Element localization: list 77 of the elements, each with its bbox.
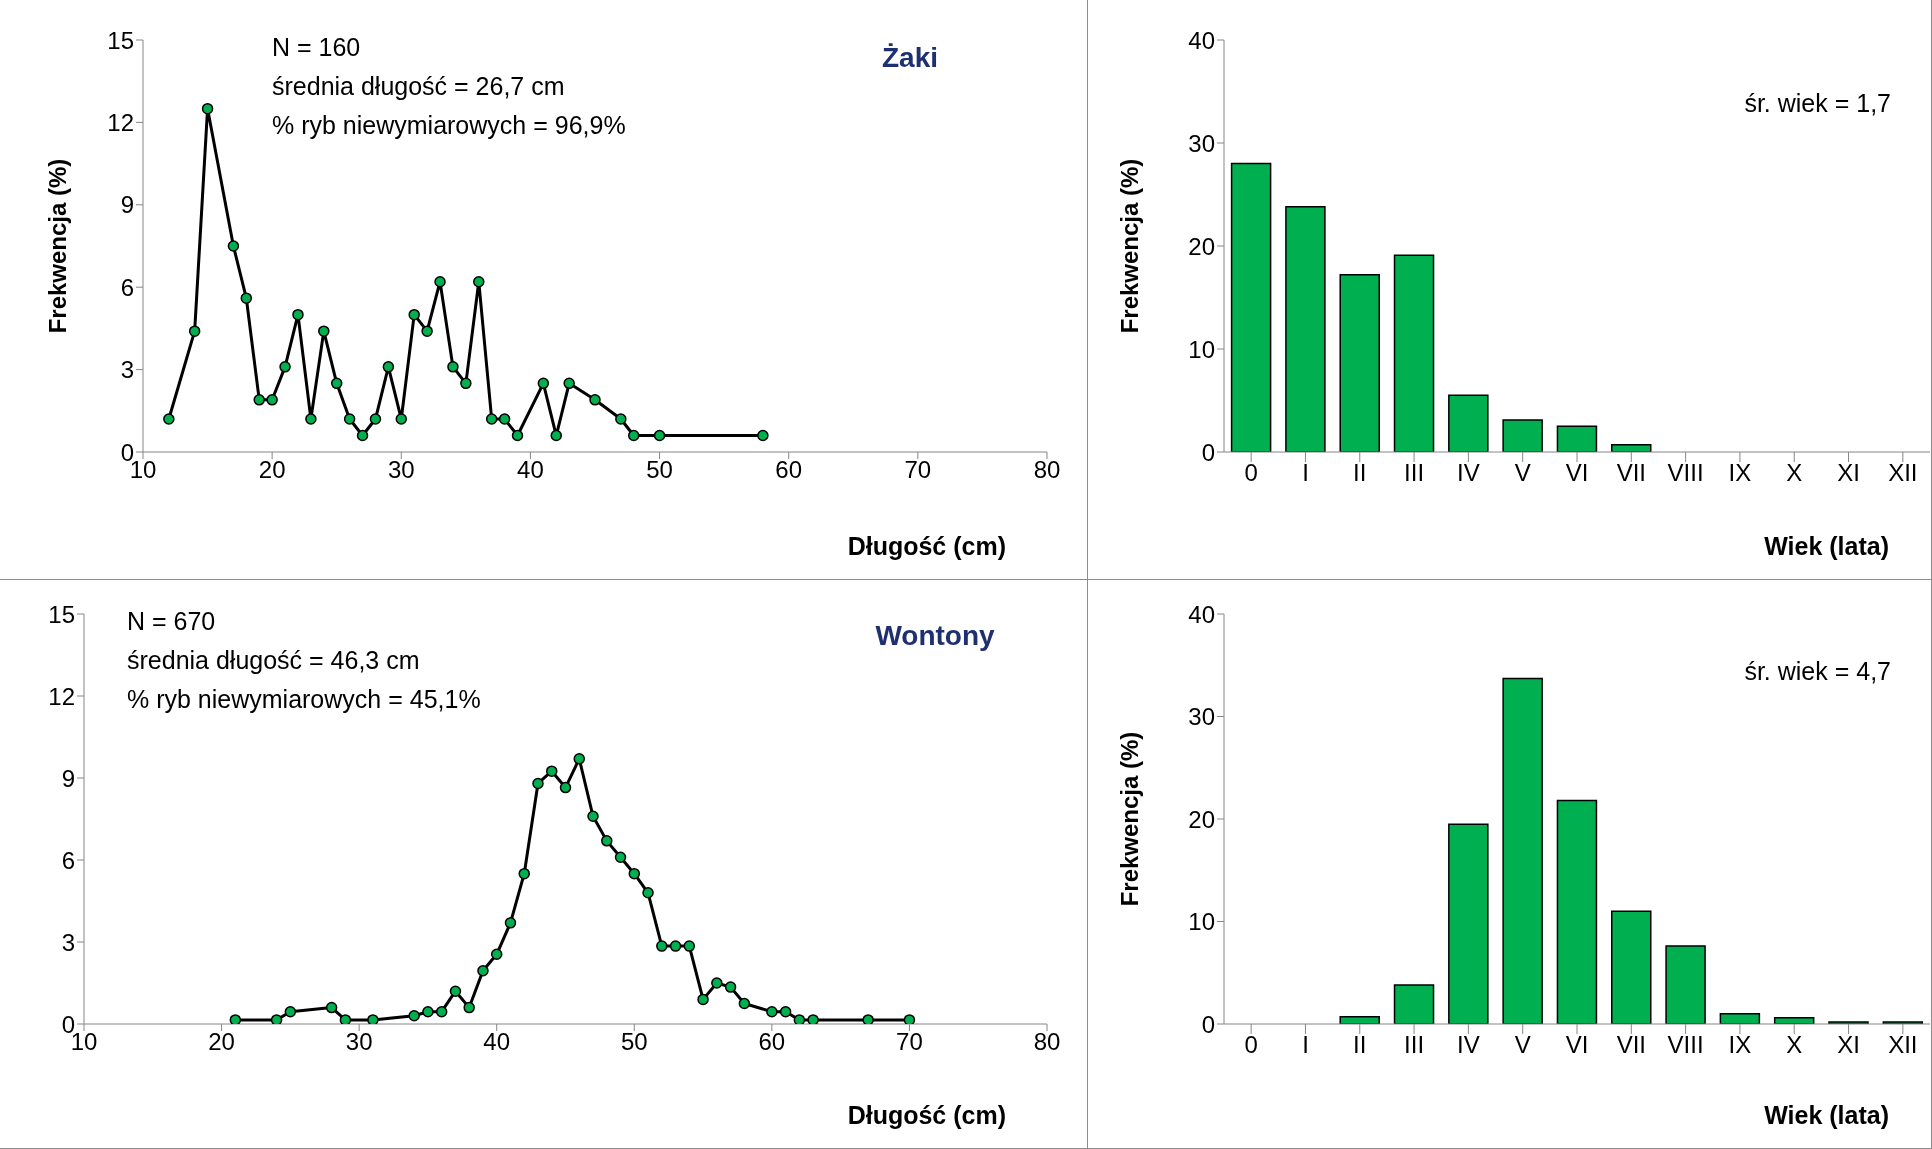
y-tick-label: 6: [120, 273, 134, 301]
y-tick-label: 40: [1188, 26, 1215, 54]
annotation: % ryb niewymiarowych = 96,9%: [272, 110, 626, 141]
x-axis-title: Wiek (lata): [1764, 1101, 1889, 1130]
y-axis-title: Frekwencja (%): [1116, 731, 1144, 907]
x-tick-label: VI: [1565, 1031, 1589, 1059]
x-tick-label: 60: [775, 456, 803, 484]
x-tick-label: 80: [1033, 456, 1061, 484]
x-axis-title: Długość (cm): [847, 1101, 1006, 1130]
y-axis-title: Frekwencja (%): [1116, 158, 1144, 334]
y-tick-label: 20: [1188, 232, 1215, 260]
y-tick-label: 10: [1188, 335, 1215, 363]
x-tick-label: IX: [1728, 459, 1752, 487]
y-tick-label: 3: [61, 928, 75, 956]
x-tick-label: V: [1514, 1031, 1531, 1059]
annotation: N = 670: [127, 606, 217, 637]
x-tick-label: 40: [483, 1028, 511, 1056]
x-tick-label: VIII: [1667, 459, 1704, 487]
annotation: średnia długość = 26,7 cm: [272, 71, 566, 102]
x-axis-title: Wiek (lata): [1764, 532, 1889, 561]
x-tick-label: 60: [758, 1028, 786, 1056]
annotation: % ryb niewymiarowych = 45,1%: [127, 684, 481, 715]
x-tick-label: X: [1786, 1031, 1803, 1059]
annotation: średnia długość = 46,3 cm: [127, 645, 421, 676]
x-tick-label: 70: [896, 1028, 923, 1056]
chart-title: Wontony: [875, 620, 995, 652]
x-tick-label: II: [1353, 459, 1367, 487]
x-tick-label: XII: [1888, 1031, 1918, 1059]
y-tick-label: 3: [120, 356, 134, 384]
x-tick-label: XI: [1837, 459, 1860, 487]
x-tick-label: IX: [1728, 1031, 1752, 1059]
x-tick-label: IV: [1457, 1031, 1480, 1059]
x-tick-label: II: [1353, 1031, 1367, 1059]
x-tick-label: 30: [387, 456, 415, 484]
chart-title: Żaki: [881, 42, 939, 74]
x-tick-label: III: [1404, 1031, 1425, 1059]
y-tick-label: 9: [61, 764, 75, 792]
y-tick-label: 40: [1188, 600, 1215, 628]
x-tick-label: V: [1514, 459, 1531, 487]
y-tick-label: 9: [120, 191, 134, 219]
y-axis-title: Frekwencja (%): [44, 158, 72, 334]
x-tick-label: X: [1786, 459, 1803, 487]
x-tick-label: 40: [517, 456, 544, 484]
y-tick-label: 12: [107, 108, 134, 136]
y-tick-label: 30: [1188, 703, 1215, 731]
x-tick-label: VI: [1565, 459, 1589, 487]
x-tick-label: III: [1404, 459, 1425, 487]
y-tick-label: 30: [1188, 129, 1215, 157]
annotation: śr. wiek = 4,7: [1744, 656, 1891, 687]
x-tick-label: VII: [1616, 1031, 1646, 1059]
annotation: N = 160: [272, 32, 362, 63]
x-tick-label: IV: [1457, 459, 1480, 487]
x-tick-label: 0: [1244, 459, 1258, 487]
y-tick-label: 15: [107, 26, 134, 54]
y-tick-label: 0: [1201, 438, 1215, 466]
x-tick-label: 80: [1033, 1028, 1061, 1056]
y-tick-label: 10: [1188, 908, 1215, 936]
x-tick-label: 50: [646, 456, 673, 484]
x-tick-label: XI: [1837, 1031, 1860, 1059]
y-tick-label: 0: [1201, 1010, 1215, 1038]
x-tick-label: 50: [620, 1028, 648, 1056]
y-tick-label: 12: [48, 682, 75, 710]
x-axis-title: Długość (cm): [847, 532, 1006, 561]
x-tick-label: VII: [1616, 459, 1646, 487]
x-tick-label: 20: [208, 1028, 235, 1056]
x-tick-label: 0: [1244, 1031, 1258, 1059]
x-tick-label: XII: [1888, 459, 1918, 487]
y-tick-label: 20: [1188, 805, 1215, 833]
y-tick-label: 15: [48, 600, 75, 628]
x-tick-label: I: [1302, 1031, 1309, 1059]
x-tick-label: 70: [904, 456, 932, 484]
x-tick-label: VIII: [1667, 1031, 1704, 1059]
x-tick-label: 30: [345, 1028, 373, 1056]
y-tick-label: 6: [61, 846, 75, 874]
x-tick-label: 20: [258, 456, 286, 484]
annotation: śr. wiek = 1,7: [1744, 88, 1891, 119]
x-tick-label: I: [1302, 459, 1309, 487]
